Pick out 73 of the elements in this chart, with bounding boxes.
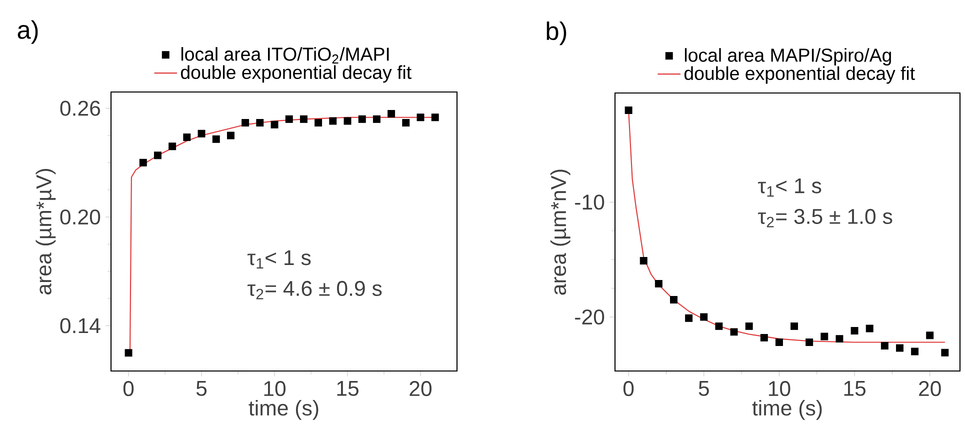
point [300, 115, 308, 123]
y-tick-label: -20 [575, 309, 604, 325]
point [183, 134, 191, 142]
point [685, 314, 693, 322]
legend-label: local area ITO/TiO$_{2}$/MAPI [181, 47, 389, 64]
legend-label: local area MAPI/Spiro/Ag [684, 48, 891, 66]
point [730, 328, 738, 336]
point [911, 348, 919, 356]
x-tick-label: 5 [698, 381, 709, 396]
y-tick-label: -10 [575, 194, 604, 210]
point [700, 313, 708, 321]
point [624, 106, 632, 114]
x-tick-label: 20 [919, 381, 941, 396]
point [806, 338, 814, 346]
point [431, 114, 439, 122]
point [745, 322, 753, 330]
point [416, 114, 424, 122]
y-axis-title: area (µm*nV) [550, 170, 570, 295]
point [670, 296, 678, 304]
point [154, 152, 162, 160]
point [344, 117, 352, 125]
point [654, 280, 662, 288]
point [760, 334, 768, 342]
x-tick-label: 20 [410, 381, 432, 396]
point [850, 327, 858, 335]
point [198, 130, 206, 138]
point [640, 256, 648, 264]
x-tick-label: 10 [264, 381, 286, 396]
x-tick-label: 10 [768, 381, 790, 396]
chart-title: a) [18, 20, 38, 44]
y-tick-label: 0.14 [60, 318, 100, 334]
point [212, 135, 220, 143]
x-tick-label: 15 [337, 381, 358, 396]
point [242, 119, 250, 127]
x-axis-title: time (s) [752, 400, 822, 420]
point [880, 342, 888, 350]
point [388, 110, 396, 118]
annotation: τ$_{1}$< 1 s [247, 250, 311, 268]
point [372, 115, 380, 123]
point [226, 132, 234, 140]
point [820, 332, 828, 340]
point [402, 119, 410, 127]
y-axis-title: area (µm*µV) [36, 169, 56, 294]
point [139, 158, 147, 166]
point [926, 332, 934, 340]
x-axis-title: time (s) [248, 400, 318, 420]
point [270, 120, 278, 128]
point [329, 117, 337, 125]
y-tick-label: 0.26 [60, 100, 100, 116]
point [285, 115, 293, 123]
chart-title: b) [546, 21, 566, 46]
point [168, 142, 176, 150]
point [358, 115, 366, 123]
annotation: τ$_{2}$= 3.5 ± 1.0 s [758, 208, 892, 228]
point [775, 338, 783, 346]
annotation: τ$_{1}$< 1 s [758, 178, 822, 197]
point [896, 344, 904, 352]
legend-label: double exponential decay fit [684, 66, 915, 84]
point [124, 349, 132, 357]
x-tick-label: 0 [123, 381, 134, 396]
point [715, 322, 723, 330]
x-tick-label: 0 [623, 381, 634, 396]
point [314, 119, 322, 127]
point [836, 335, 844, 343]
x-tick-label: 5 [196, 381, 207, 396]
point [790, 322, 798, 330]
x-tick-label: 15 [844, 381, 866, 396]
point [941, 348, 949, 356]
y-tick-label: 0.20 [60, 209, 100, 225]
point [866, 324, 874, 332]
annotation: τ$_{2}$= 4.6 ± 0.9 s [247, 280, 382, 300]
legend-label: double exponential decay fit [180, 65, 412, 83]
point [256, 119, 264, 127]
